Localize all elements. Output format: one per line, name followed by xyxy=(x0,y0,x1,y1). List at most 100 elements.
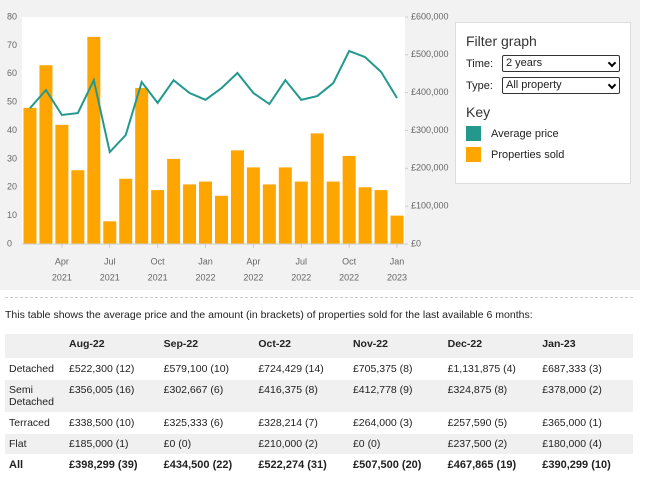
plot-background xyxy=(22,17,405,244)
filter-panel: Filter graph Time: 2 years Type: All prope… xyxy=(455,22,631,184)
table-row: Terraced £338,500 (10) £325,333 (6) £328,21… xyxy=(5,412,633,434)
y-tick-label: 30 xyxy=(7,153,17,163)
table-cell: Semi Detached xyxy=(5,379,65,413)
type-select[interactable]: All property xyxy=(502,77,620,94)
table-cell: £398,299 (39) xyxy=(65,454,160,476)
time-label: Time: xyxy=(466,57,494,70)
table-cell: £237,500 (2) xyxy=(443,433,539,455)
filter-title: Filter graph xyxy=(466,33,537,49)
header-cell xyxy=(5,334,65,359)
table-cell: £378,000 (2) xyxy=(538,379,633,413)
table-cell: £416,375 (8) xyxy=(254,379,349,413)
table-row: Semi Detached £356,005 (16) £302,667 (6) £4… xyxy=(5,379,633,413)
table-cell: £324,875 (8) xyxy=(443,379,539,413)
bar xyxy=(262,184,276,244)
bar xyxy=(87,36,101,244)
key-title: Key xyxy=(466,104,491,120)
table-cell: Flat xyxy=(5,433,65,455)
price-line xyxy=(29,49,398,155)
bar xyxy=(71,170,85,244)
table-cell: £257,590 (5) xyxy=(443,412,539,434)
table-cell: £356,005 (16) xyxy=(65,379,160,413)
y-tick-label: 20 xyxy=(7,182,17,192)
table-cell: £522,300 (12) xyxy=(65,358,160,380)
x-tick-label: Oct xyxy=(342,256,357,266)
bar xyxy=(199,181,213,244)
table-cell: Detached xyxy=(5,358,65,380)
legend-swatch xyxy=(466,147,481,162)
y2-tick-label: £500,000 xyxy=(411,49,449,59)
chart: 0 10 20 30 40 50 60 70 80 £0 £100,000 £200,000 £300,… xyxy=(7,11,449,282)
table-cell: Terraced xyxy=(5,412,65,434)
table-cell: £0 (0) xyxy=(159,433,255,455)
bar xyxy=(103,221,117,244)
table-cell: £0 (0) xyxy=(348,433,444,455)
table-cell: £467,865 (19) xyxy=(443,454,539,476)
bar xyxy=(310,133,324,244)
x-tick-label: Jul xyxy=(104,256,116,266)
table-cell: £522,274 (31) xyxy=(254,454,349,476)
time-select[interactable]: 2 years xyxy=(502,55,620,72)
table-cell: All xyxy=(5,454,65,476)
x-tick-label: 2022 xyxy=(243,272,263,282)
header-cell: Sep-22 xyxy=(159,334,255,359)
table-cell: £325,333 (6) xyxy=(159,412,255,434)
price-table: Aug-22 Sep-22 Oct-22 Nov-22 Dec-22 Jan-23 Deta… xyxy=(5,334,633,476)
type-label: Type: xyxy=(466,79,493,92)
x-tick-label: 2021 xyxy=(148,272,168,282)
header-cell: Jan-23 xyxy=(538,334,633,359)
y2-tick-label: £300,000 xyxy=(411,125,449,135)
table-cell: £1,131,875 (4) xyxy=(443,358,539,380)
y-tick-label: 40 xyxy=(7,125,17,135)
y2-tick-label: £200,000 xyxy=(411,163,449,173)
x-tick-label: 2022 xyxy=(291,272,311,282)
x-tick-label: Jul xyxy=(296,256,308,266)
legend-label: Properties sold xyxy=(491,148,565,161)
bar xyxy=(278,167,292,244)
table-cell: £507,500 (20) xyxy=(348,454,444,476)
bar xyxy=(119,178,133,244)
y-tick-label: 60 xyxy=(7,68,17,78)
header-cell: Dec-22 xyxy=(443,334,539,359)
table-cell: £687,333 (3) xyxy=(538,358,633,380)
table-intro: This table shows the average price and t… xyxy=(5,309,533,321)
x-tick-label: 2023 xyxy=(387,272,407,282)
bar xyxy=(374,190,388,244)
y2-tick-label: £400,000 xyxy=(411,87,449,97)
y-tick-label: 0 xyxy=(7,238,12,248)
x-tick-label: Jan xyxy=(390,256,405,266)
table-cell: £264,000 (3) xyxy=(348,412,444,434)
y2-tick-label: £0 xyxy=(411,238,421,248)
header-cell: Oct-22 xyxy=(254,334,349,359)
bar xyxy=(390,215,404,244)
table-row: All £398,299 (39) £434,500 (22) £522,274 (3… xyxy=(5,454,633,476)
legend-swatch xyxy=(466,126,481,141)
x-tick-label: Apr xyxy=(246,256,260,266)
y2-tick-label: £100,000 xyxy=(411,201,449,211)
bar xyxy=(342,156,356,244)
table-cell: £434,500 (22) xyxy=(159,454,255,476)
legend-label: Average price xyxy=(491,127,559,140)
table-row: Flat £185,000 (1) £0 (0) £210,000 (2) £0 (0)… xyxy=(5,433,633,455)
separator xyxy=(5,297,633,298)
bar xyxy=(151,190,165,244)
table-cell: £210,000 (2) xyxy=(254,433,349,455)
y-tick-label: 70 xyxy=(7,40,17,50)
table-cell: £338,500 (10) xyxy=(65,412,160,434)
bar xyxy=(230,150,244,244)
bar xyxy=(358,187,372,244)
bar xyxy=(214,195,228,244)
table-cell: £185,000 (1) xyxy=(65,433,160,455)
x-tick-label: Apr xyxy=(55,256,69,266)
y-tick-label: 50 xyxy=(7,97,17,107)
bar xyxy=(167,158,181,244)
bar xyxy=(39,65,53,244)
y2-tick-label: £600,000 xyxy=(411,11,449,21)
bar xyxy=(55,124,69,244)
table-cell: £390,299 (10) xyxy=(538,454,633,476)
x-tick-label: Jan xyxy=(198,256,213,266)
bar xyxy=(135,87,149,244)
table-row: Detached £522,300 (12) £579,100 (10) £724,4… xyxy=(5,358,633,380)
table-cell: £365,000 (1) xyxy=(538,412,633,434)
